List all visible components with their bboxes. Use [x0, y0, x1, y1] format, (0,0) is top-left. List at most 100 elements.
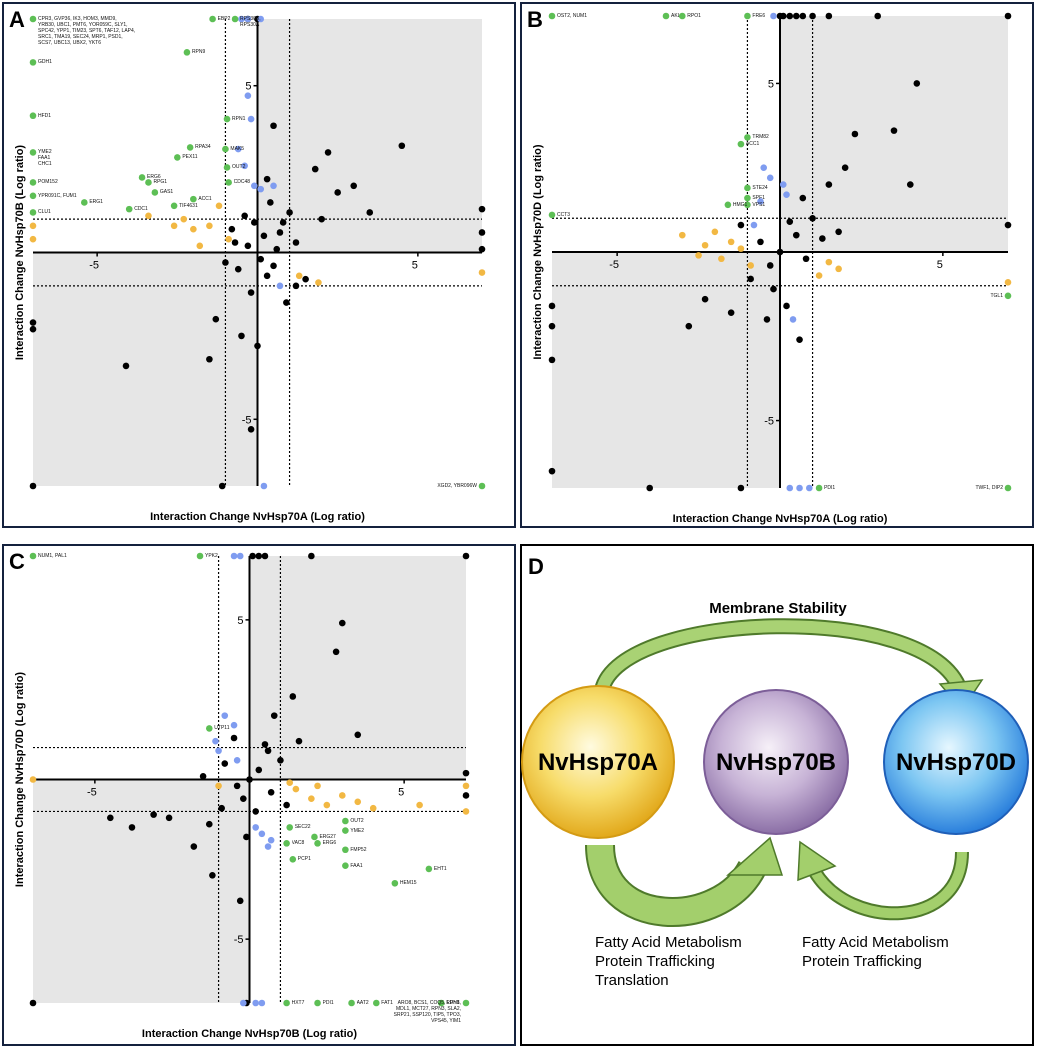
data-point [250, 219, 258, 226]
shaded-quadrant [249, 556, 466, 780]
y-tick-label: -5 [234, 934, 244, 946]
data-point [258, 830, 266, 838]
data-point [718, 255, 725, 263]
point-label-box: OUT2 [232, 164, 246, 171]
data-point [29, 325, 37, 333]
function-label: Protein Trafficking [595, 953, 715, 970]
data-point [757, 198, 764, 205]
point-label-box: MAK5 [230, 146, 245, 153]
point-label: EHT1 [433, 865, 447, 872]
data-point [786, 484, 794, 492]
data-point [190, 843, 198, 850]
data-point [145, 179, 152, 186]
data-point [342, 827, 349, 834]
data-point [308, 552, 315, 560]
data-point [257, 255, 265, 263]
data-point [238, 332, 245, 340]
data-point [225, 179, 232, 186]
point-label-box: GAS1 [160, 189, 173, 195]
data-point [223, 115, 231, 123]
data-point [255, 552, 263, 560]
data-point [289, 856, 297, 863]
data-point [809, 214, 816, 222]
data-point [302, 275, 309, 283]
data-point [230, 734, 238, 742]
data-point [750, 221, 758, 229]
data-point [270, 182, 277, 190]
data-point [244, 242, 252, 250]
data-point [478, 482, 486, 490]
data-point [283, 840, 290, 847]
point-label-box: RPA34 [195, 144, 210, 150]
data-point [257, 15, 265, 23]
data-point [292, 282, 300, 290]
data-point [819, 235, 826, 242]
data-point [246, 776, 253, 783]
data-point [240, 999, 247, 1007]
data-point [29, 552, 37, 560]
data-point [825, 12, 833, 20]
point-label: MAK5 [230, 146, 245, 153]
x-tick-label: 5 [412, 260, 418, 272]
data-point [766, 262, 774, 269]
data-point [724, 201, 732, 209]
point-label: PDI1 [824, 485, 836, 491]
data-point [241, 212, 248, 220]
shaded-quadrant [552, 252, 780, 488]
data-point [212, 315, 220, 323]
data-point [398, 142, 406, 150]
data-point [338, 792, 346, 799]
data-point [841, 164, 849, 172]
point-label-box: SEC22 [294, 824, 311, 831]
data-point [170, 222, 178, 230]
data-point [809, 12, 816, 20]
point-label-box: STE24 [752, 185, 767, 191]
data-point [478, 245, 486, 253]
data-point [238, 15, 245, 23]
node-circle [521, 685, 675, 839]
data-point [260, 482, 268, 490]
panel: -5 5 -5 5 CPR3, GVP36, IK3, HOM3, MMD9, YRB3… [2, 2, 516, 528]
data-point [338, 619, 346, 627]
data-point [678, 231, 686, 239]
point-label: VPS1 [752, 201, 766, 208]
point-label: AAT2 [356, 1000, 369, 1006]
point-label-box: CDC48 [234, 179, 250, 185]
point-label-box: RPN1 [232, 116, 245, 122]
point-label-box: CPR3, GVP36, IK3, HOM3, MMD9, YRB30, UBC… [38, 16, 135, 46]
data-point [247, 425, 255, 433]
data-point [314, 840, 321, 847]
point-label-box: CDC1 [134, 206, 148, 212]
y-axis-label: Interaction Change NvHsp70D (Log ratio) [14, 672, 26, 887]
data-point [250, 182, 258, 190]
point-label: YPR091C, FUM1 [38, 192, 77, 199]
data-point [206, 222, 213, 230]
point-label: AKL1 [671, 13, 684, 19]
data-point [315, 279, 322, 286]
point-label-box: ACC1 [745, 141, 760, 148]
shaded-quadrant [780, 16, 1008, 252]
data-point [231, 239, 239, 246]
point-label: GDH1 [38, 59, 52, 66]
point-label: RPO1 [687, 13, 701, 19]
data-point [701, 295, 709, 303]
data-point [662, 12, 670, 20]
data-point [292, 239, 300, 246]
point-label-box: HMG1 [733, 202, 747, 208]
data-point [311, 833, 318, 841]
data-point [548, 211, 556, 219]
data-point [462, 552, 470, 560]
point-label: OUT2 [232, 164, 246, 171]
point-label-box: YME2 FAA1 CHC1 [38, 149, 52, 167]
point-label: SEC22 [294, 824, 311, 831]
point-label: OUT2 [350, 818, 364, 824]
shaded-quadrant [33, 252, 258, 486]
y-tick-label: -5 [242, 414, 252, 426]
data-point [906, 181, 914, 188]
point-label: XGD2, YBR096W [437, 483, 477, 489]
data-point [835, 265, 842, 273]
point-label: ACC1 [745, 141, 760, 148]
data-point [747, 275, 754, 283]
point-label-box: CCT3 [557, 212, 570, 218]
